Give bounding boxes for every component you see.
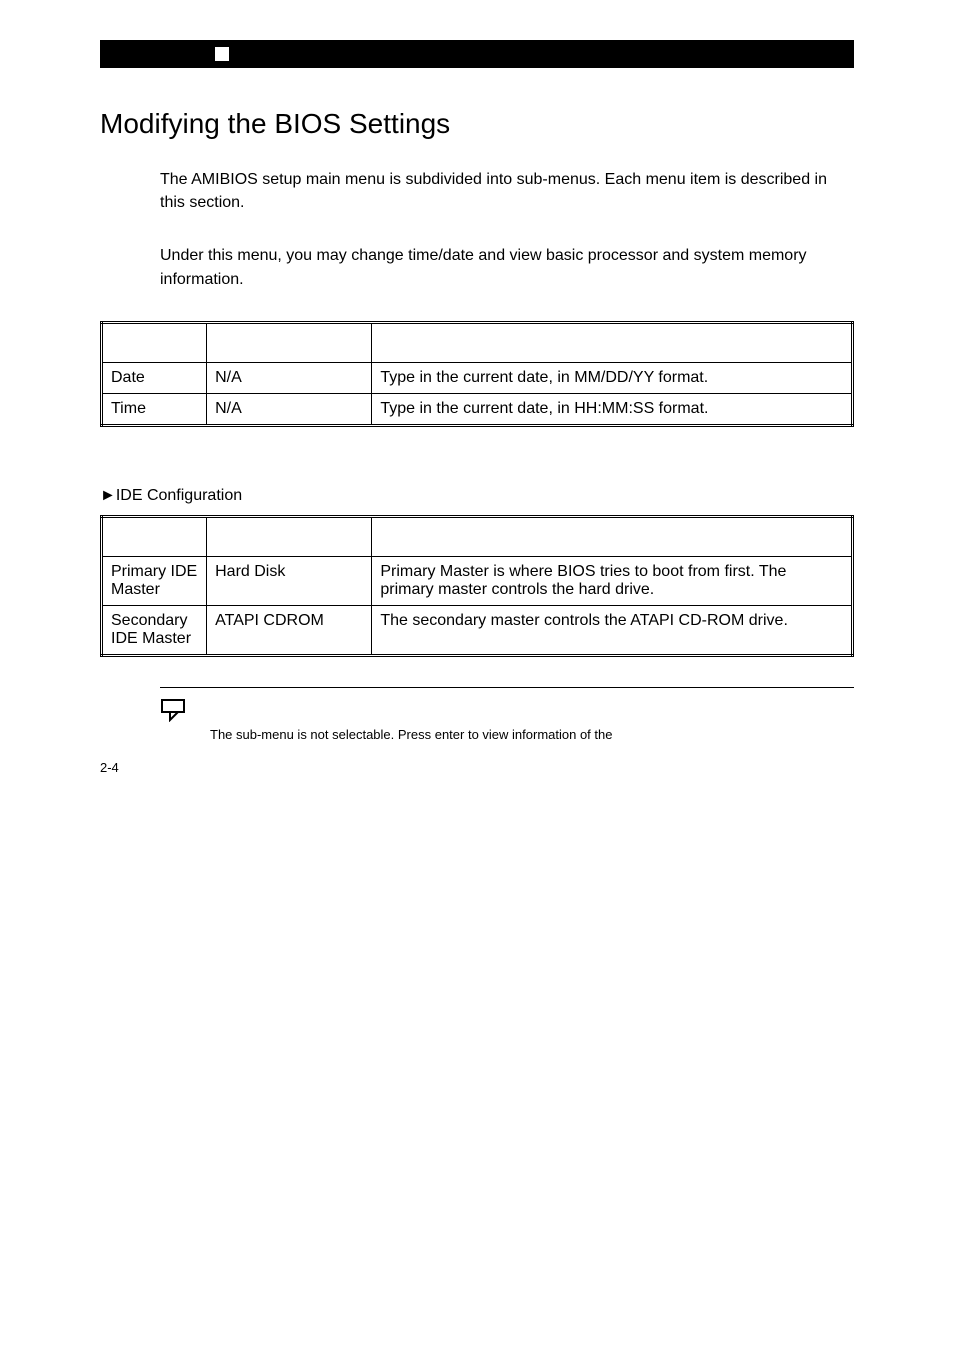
table-cell: Date bbox=[102, 362, 207, 393]
table-row: Date N/A Type in the current date, in MM… bbox=[102, 362, 853, 393]
table-cell: N/A bbox=[207, 362, 372, 393]
table-header bbox=[372, 322, 853, 362]
submenu-label: ►IDE Configuration bbox=[100, 487, 854, 505]
table-header-row bbox=[102, 322, 853, 362]
page-container: Modifying the BIOS Settings The AMIBIOS … bbox=[0, 0, 954, 835]
table-header bbox=[102, 322, 207, 362]
table-header bbox=[372, 516, 853, 556]
table-header bbox=[207, 516, 372, 556]
table-header bbox=[102, 516, 207, 556]
note-icon bbox=[160, 698, 196, 727]
settings-table-2: Primary IDE Master Hard Disk Primary Mas… bbox=[100, 515, 854, 657]
page-number: 2-4 bbox=[100, 760, 854, 775]
table-cell: Type in the current date, in HH:MM:SS fo… bbox=[372, 393, 853, 425]
table-cell: The secondary master controls the ATAPI … bbox=[372, 605, 853, 655]
table-cell: Hard Disk bbox=[207, 556, 372, 605]
table-cell: Type in the current date, in MM/DD/YY fo… bbox=[372, 362, 853, 393]
header-square-icon bbox=[215, 47, 229, 61]
page-title: Modifying the BIOS Settings bbox=[100, 108, 854, 140]
table-cell: Primary IDE Master bbox=[102, 556, 207, 605]
header-bar bbox=[100, 40, 854, 68]
table-cell: Primary Master is where BIOS tries to bo… bbox=[372, 556, 853, 605]
table-header-row bbox=[102, 516, 853, 556]
table-header bbox=[207, 322, 372, 362]
table-cell: ATAPI CDROM bbox=[207, 605, 372, 655]
intro-paragraph-2: Under this menu, you may change time/dat… bbox=[160, 244, 854, 290]
table-cell: Time bbox=[102, 393, 207, 425]
table-row: Time N/A Type in the current date, in HH… bbox=[102, 393, 853, 425]
settings-table-1: Date N/A Type in the current date, in MM… bbox=[100, 321, 854, 427]
intro-paragraph-1: The AMIBIOS setup main menu is subdivide… bbox=[160, 168, 854, 214]
note-text: The sub-menu is not selectable. Press en… bbox=[210, 727, 854, 742]
table-row: Secondary IDE Master ATAPI CDROM The sec… bbox=[102, 605, 853, 655]
table-row: Primary IDE Master Hard Disk Primary Mas… bbox=[102, 556, 853, 605]
table-cell: Secondary IDE Master bbox=[102, 605, 207, 655]
table-cell: N/A bbox=[207, 393, 372, 425]
note-section: The sub-menu is not selectable. Press en… bbox=[160, 687, 854, 742]
